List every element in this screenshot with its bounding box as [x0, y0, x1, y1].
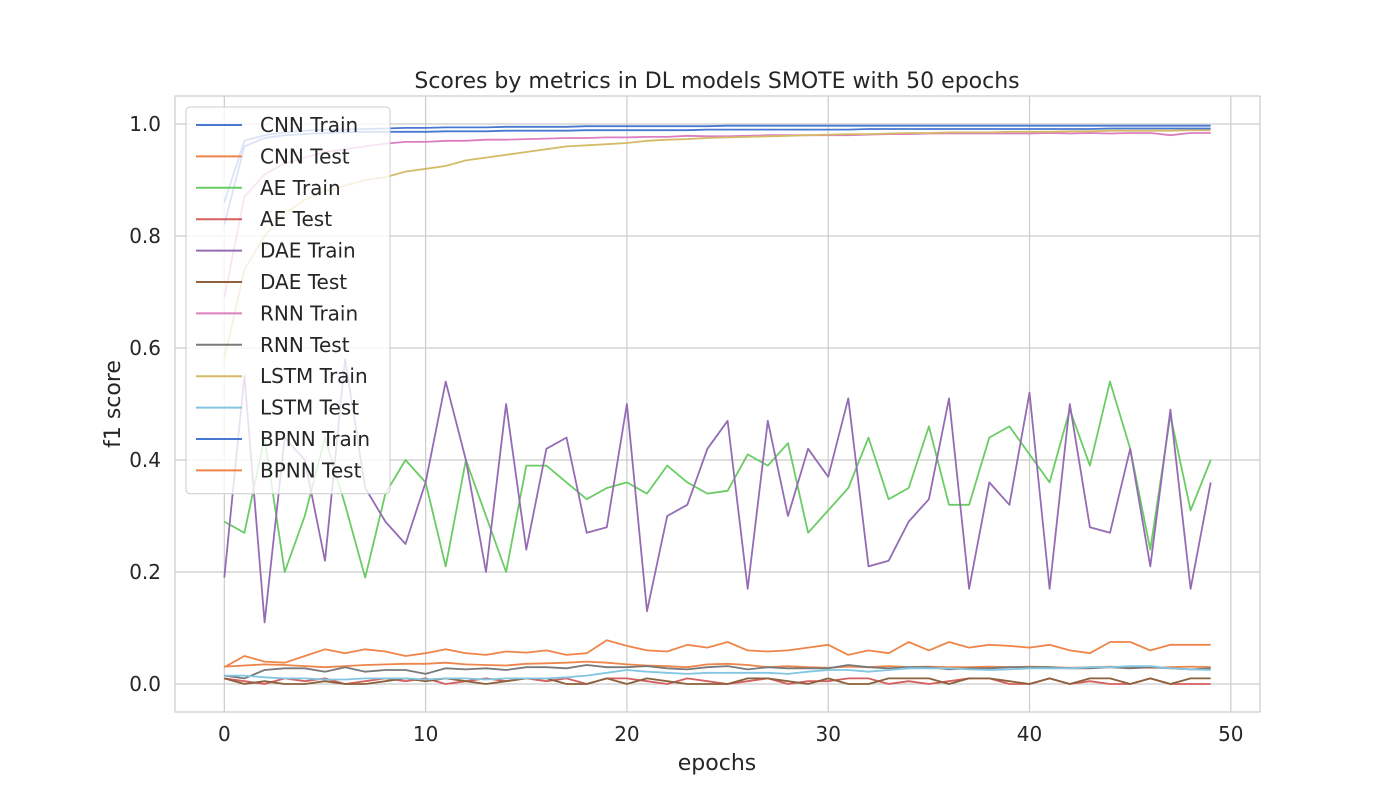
legend-label-ae-test: AE Test — [260, 207, 332, 231]
y-tick-label: 0.4 — [129, 448, 161, 472]
series-line-lstm-test — [224, 665, 1211, 681]
x-tick-label: 40 — [1017, 722, 1042, 746]
legend-label-dae-train: DAE Train — [260, 239, 356, 263]
x-tick-label: 30 — [815, 722, 840, 746]
x-axis-label: epochs — [678, 751, 756, 776]
legend-label-rnn-test: RNN Test — [260, 333, 350, 357]
y-tick-label: 0.2 — [129, 560, 161, 584]
x-tick-label: 20 — [614, 722, 639, 746]
legend-label-rnn-train: RNN Train — [260, 301, 358, 325]
y-tick-label: 0.8 — [129, 224, 161, 248]
series-line-dae-train — [223, 358, 1212, 624]
x-tick-label: 50 — [1218, 722, 1243, 746]
series-line-bpnn-test — [223, 639, 1211, 668]
y-tick-label: 0.0 — [129, 672, 161, 696]
y-axis-label: f1 score — [101, 360, 126, 448]
y-tick-label: 0.6 — [129, 336, 161, 360]
series-line-rnn-test — [224, 664, 1211, 680]
legend-label-dae-test: DAE Test — [260, 270, 347, 294]
legend-box — [185, 106, 391, 495]
legend-label-cnn-test: CNN Test — [260, 144, 350, 168]
legend-label-lstm-train: LSTM Train — [260, 364, 368, 388]
chart-title: Scores by metrics in DL models SMOTE wit… — [414, 69, 1019, 94]
x-tick-label: 0 — [218, 722, 231, 746]
legend-label-cnn-train: CNN Train — [260, 113, 358, 137]
legend: CNN Train CNN Test AE Train AE Test DAE Trai… — [185, 106, 391, 495]
legend-label-bpnn-test: BPNN Test — [260, 458, 362, 482]
y-tick-label: 1.0 — [129, 112, 161, 136]
legend-label-lstm-test: LSTM Test — [260, 396, 359, 420]
legend-label-bpnn-train: BPNN Train — [260, 427, 370, 451]
tick-labels: 0 10 20 30 40 50 0.0 0.2 0.4 0.6 0.8 1.0 — [129, 112, 1243, 746]
plot-frame — [174, 95, 1261, 713]
series-line-dae-test — [224, 677, 1211, 685]
x-tick-label: 10 — [413, 722, 438, 746]
legend-label-ae-train: AE Train — [260, 176, 341, 200]
